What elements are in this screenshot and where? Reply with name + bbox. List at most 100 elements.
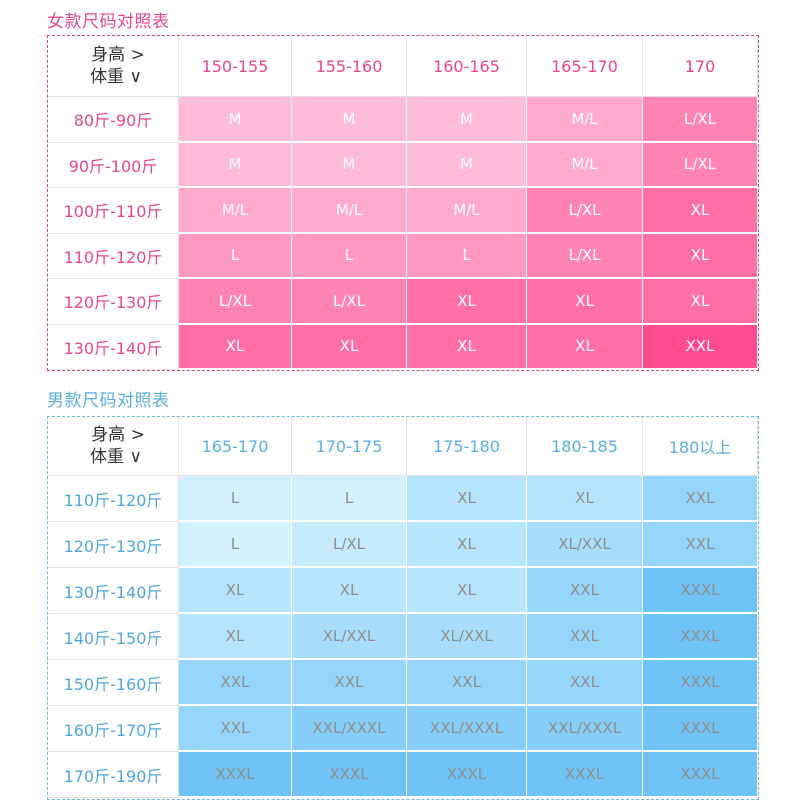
- size-cell: L: [179, 476, 292, 522]
- size-cell: L/XL: [527, 233, 643, 279]
- men-header-row: 身高 > 体重 ∨ 165-170 170-175 175-180 180-185 180以…: [48, 417, 758, 476]
- size-cell: L/XL: [179, 279, 292, 325]
- size-cell: M/L: [407, 188, 527, 234]
- size-cell: XXL: [407, 660, 527, 706]
- size-cell: XXL: [292, 660, 407, 706]
- weight-axis-label: 体重 ∨: [90, 67, 142, 87]
- size-cell: XXL/XXXL: [292, 706, 407, 752]
- table-row: 110斤-120斤 L L L L/XL XL: [48, 233, 758, 279]
- weight-row-header: 140斤-150斤: [48, 614, 179, 660]
- size-cell: M/L: [292, 188, 407, 234]
- women-size-chart-title: 女款尺码对照表: [47, 12, 170, 32]
- men-height-weight-corner: 身高 > 体重 ∨: [48, 417, 179, 476]
- men-size-chart-title: 男款尺码对照表: [47, 391, 170, 411]
- size-cell: XXXL: [527, 752, 643, 798]
- weight-row-header: 120斤-130斤: [48, 522, 179, 568]
- size-cell: XXXL: [643, 752, 758, 798]
- size-cell: M: [292, 142, 407, 188]
- size-cell: XXL: [179, 660, 292, 706]
- height-column-header: 175-180: [407, 417, 527, 476]
- weight-row-header: 110斤-120斤: [48, 476, 179, 522]
- size-cell: XL: [179, 324, 292, 370]
- size-cell: XL: [407, 522, 527, 568]
- size-cell: XXL: [643, 476, 758, 522]
- size-cell: XXL: [527, 614, 643, 660]
- size-cell: L/XL: [643, 142, 758, 188]
- size-cell: M: [292, 97, 407, 143]
- size-cell: XXXL: [643, 706, 758, 752]
- size-cell: M/L: [179, 188, 292, 234]
- table-row: 150斤-160斤 XXL XXL XXL XXL XXXL: [48, 660, 758, 706]
- size-cell: XL: [527, 476, 643, 522]
- men-size-table: 身高 > 体重 ∨ 165-170 170-175 175-180 180-185 180以…: [48, 417, 758, 798]
- table-row: 80斤-90斤 M M M M/L L/XL: [48, 97, 758, 143]
- size-cell: XXXL: [292, 752, 407, 798]
- weight-row-header: 150斤-160斤: [48, 660, 179, 706]
- table-row: 120斤-130斤 L L/XL XL XL/XXL XXL: [48, 522, 758, 568]
- weight-row-header: 90斤-100斤: [48, 142, 179, 188]
- size-cell: L/XL: [527, 188, 643, 234]
- height-column-header: 155-160: [292, 36, 407, 97]
- size-cell: XXL/XXXL: [407, 706, 527, 752]
- size-cell: XL: [292, 324, 407, 370]
- height-axis-label: 身高 >: [91, 425, 145, 445]
- height-column-header: 170: [643, 36, 758, 97]
- table-row: 130斤-140斤 XL XL XL XL XXL: [48, 324, 758, 370]
- weight-row-header: 170斤-190斤: [48, 752, 179, 798]
- height-column-header: 180-185: [527, 417, 643, 476]
- size-cell: M: [179, 97, 292, 143]
- size-cell: XL: [643, 188, 758, 234]
- size-cell: XXXL: [407, 752, 527, 798]
- size-cell: L: [407, 233, 527, 279]
- men-size-chart: 身高 > 体重 ∨ 165-170 170-175 175-180 180-185 180以…: [47, 416, 759, 800]
- size-cell: XXL: [643, 324, 758, 370]
- size-cell: L/XL: [643, 97, 758, 143]
- table-row: 140斤-150斤 XL XL/XXL XL/XXL XXL XXXL: [48, 614, 758, 660]
- table-row: 170斤-190斤 XXXL XXXL XXXL XXXL XXXL: [48, 752, 758, 798]
- women-size-chart: 身高 > 体重 ∨ 150-155 155-160 160-165 165-170 170 8…: [47, 35, 759, 371]
- table-row: 110斤-120斤 L L XL XL XXL: [48, 476, 758, 522]
- size-cell: M: [407, 142, 527, 188]
- size-cell: XXL/XXXL: [527, 706, 643, 752]
- size-cell: L: [179, 522, 292, 568]
- weight-row-header: 160斤-170斤: [48, 706, 179, 752]
- size-cell: XL/XXL: [527, 522, 643, 568]
- size-cell: XL/XXL: [407, 614, 527, 660]
- height-axis-label: 身高 >: [91, 45, 145, 65]
- height-column-header: 150-155: [179, 36, 292, 97]
- weight-row-header: 130斤-140斤: [48, 324, 179, 370]
- size-cell: XXXL: [179, 752, 292, 798]
- height-column-header: 170-175: [292, 417, 407, 476]
- weight-axis-label: 体重 ∨: [90, 447, 142, 467]
- size-cell: XXL: [643, 522, 758, 568]
- size-cell: M: [179, 142, 292, 188]
- size-cell: M: [407, 97, 527, 143]
- weight-row-header: 100斤-110斤: [48, 188, 179, 234]
- size-cell: XXXL: [643, 660, 758, 706]
- size-cell: XXL: [527, 568, 643, 614]
- weight-row-header: 110斤-120斤: [48, 233, 179, 279]
- weight-row-header: 120斤-130斤: [48, 279, 179, 325]
- height-column-header: 165-170: [527, 36, 643, 97]
- table-row: 130斤-140斤 XL XL XL XXL XXXL: [48, 568, 758, 614]
- women-header-row: 身高 > 体重 ∨ 150-155 155-160 160-165 165-170 170: [48, 36, 758, 97]
- women-height-weight-corner: 身高 > 体重 ∨: [48, 36, 179, 97]
- size-cell: L/XL: [292, 522, 407, 568]
- size-cell: XXL: [179, 706, 292, 752]
- size-cell: M/L: [527, 97, 643, 143]
- weight-row-header: 130斤-140斤: [48, 568, 179, 614]
- height-column-header: 160-165: [407, 36, 527, 97]
- size-cell: L/XL: [292, 279, 407, 325]
- size-cell: XL: [407, 279, 527, 325]
- table-row: 100斤-110斤 M/L M/L M/L L/XL XL: [48, 188, 758, 234]
- size-cell: M/L: [527, 142, 643, 188]
- height-column-header: 165-170: [179, 417, 292, 476]
- table-row: 90斤-100斤 M M M M/L L/XL: [48, 142, 758, 188]
- size-cell: XXL: [527, 660, 643, 706]
- height-column-header: 180以上: [643, 417, 758, 476]
- size-cell: XXXL: [643, 568, 758, 614]
- women-size-table: 身高 > 体重 ∨ 150-155 155-160 160-165 165-170 170 8…: [48, 36, 758, 370]
- size-cell: L: [179, 233, 292, 279]
- size-cell: XXXL: [643, 614, 758, 660]
- size-cell: XL: [527, 324, 643, 370]
